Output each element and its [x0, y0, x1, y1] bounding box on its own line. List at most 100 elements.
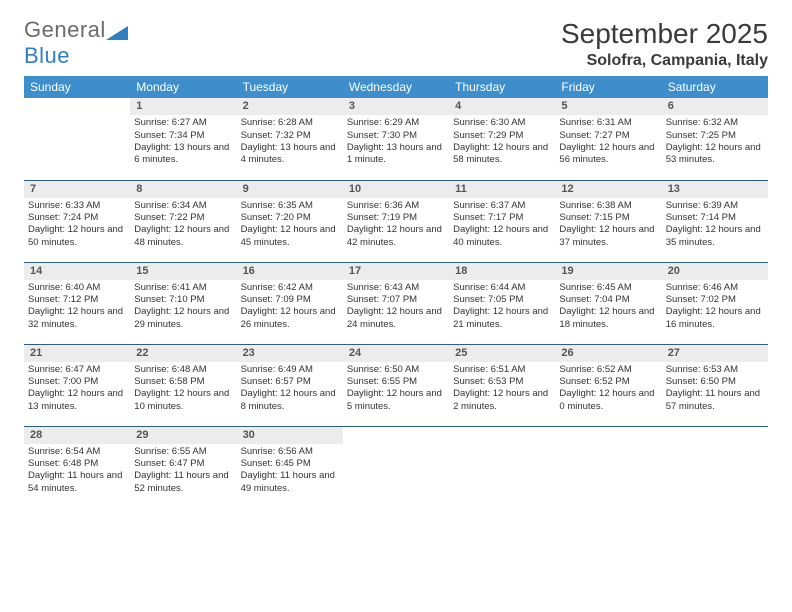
daylight-text: Daylight: 12 hours and 56 minutes.: [559, 142, 657, 167]
daylight-text: Daylight: 13 hours and 1 minute.: [347, 142, 445, 167]
sunrise-text: Sunrise: 6:33 AM: [28, 200, 126, 212]
daylight-text: Daylight: 12 hours and 35 minutes.: [666, 224, 764, 249]
sunrise-text: Sunrise: 6:49 AM: [241, 364, 339, 376]
day-body: Sunrise: 6:42 AMSunset: 7:09 PMDaylight:…: [237, 280, 343, 335]
sunrise-text: Sunrise: 6:47 AM: [28, 364, 126, 376]
day-body: Sunrise: 6:29 AMSunset: 7:30 PMDaylight:…: [343, 115, 449, 170]
day-number: 30: [237, 427, 343, 444]
sunset-text: Sunset: 7:32 PM: [241, 130, 339, 142]
day-number: 6: [662, 98, 768, 115]
sunset-text: Sunset: 7:02 PM: [666, 294, 764, 306]
day-body: Sunrise: 6:37 AMSunset: 7:17 PMDaylight:…: [449, 198, 555, 253]
sunrise-text: Sunrise: 6:36 AM: [347, 200, 445, 212]
sunrise-text: Sunrise: 6:45 AM: [559, 282, 657, 294]
sunset-text: Sunset: 7:10 PM: [134, 294, 232, 306]
day-number: [449, 427, 555, 442]
logo-word-2: Blue: [24, 43, 70, 68]
sunset-text: Sunset: 7:17 PM: [453, 212, 551, 224]
day-number: 26: [555, 345, 661, 362]
calendar-week-row: 28Sunrise: 6:54 AMSunset: 6:48 PMDayligh…: [24, 426, 768, 508]
calendar-week-row: 7Sunrise: 6:33 AMSunset: 7:24 PMDaylight…: [24, 180, 768, 262]
day-body: Sunrise: 6:38 AMSunset: 7:15 PMDaylight:…: [555, 198, 661, 253]
sunset-text: Sunset: 6:53 PM: [453, 376, 551, 388]
day-body: Sunrise: 6:51 AMSunset: 6:53 PMDaylight:…: [449, 362, 555, 417]
daylight-text: Daylight: 11 hours and 49 minutes.: [241, 470, 339, 495]
daylight-text: Daylight: 12 hours and 50 minutes.: [28, 224, 126, 249]
calendar-cell: 2Sunrise: 6:28 AMSunset: 7:32 PMDaylight…: [237, 98, 343, 180]
calendar-cell: 7Sunrise: 6:33 AMSunset: 7:24 PMDaylight…: [24, 180, 130, 262]
day-number: 21: [24, 345, 130, 362]
sunrise-text: Sunrise: 6:41 AM: [134, 282, 232, 294]
daylight-text: Daylight: 12 hours and 2 minutes.: [453, 388, 551, 413]
sunset-text: Sunset: 7:05 PM: [453, 294, 551, 306]
logo-text: General Blue: [24, 18, 128, 67]
day-body: Sunrise: 6:43 AMSunset: 7:07 PMDaylight:…: [343, 280, 449, 335]
day-number: 8: [130, 181, 236, 198]
sunset-text: Sunset: 7:00 PM: [28, 376, 126, 388]
calendar-body: 1Sunrise: 6:27 AMSunset: 7:34 PMDaylight…: [24, 98, 768, 508]
daylight-text: Daylight: 11 hours and 54 minutes.: [28, 470, 126, 495]
sunset-text: Sunset: 7:29 PM: [453, 130, 551, 142]
day-body: Sunrise: 6:34 AMSunset: 7:22 PMDaylight:…: [130, 198, 236, 253]
sunset-text: Sunset: 7:07 PM: [347, 294, 445, 306]
calendar-cell: 26Sunrise: 6:52 AMSunset: 6:52 PMDayligh…: [555, 344, 661, 426]
day-number: 13: [662, 181, 768, 198]
day-number: 10: [343, 181, 449, 198]
day-body: Sunrise: 6:48 AMSunset: 6:58 PMDaylight:…: [130, 362, 236, 417]
day-header: Monday: [130, 76, 236, 98]
sunrise-text: Sunrise: 6:51 AM: [453, 364, 551, 376]
day-number: 17: [343, 263, 449, 280]
day-number: 29: [130, 427, 236, 444]
daylight-text: Daylight: 12 hours and 58 minutes.: [453, 142, 551, 167]
day-number: 14: [24, 263, 130, 280]
calendar-table: Sunday Monday Tuesday Wednesday Thursday…: [24, 76, 768, 508]
daylight-text: Daylight: 12 hours and 42 minutes.: [347, 224, 445, 249]
sunrise-text: Sunrise: 6:32 AM: [666, 117, 764, 129]
title-block: September 2025 Solofra, Campania, Italy: [561, 18, 768, 70]
calendar-cell: 18Sunrise: 6:44 AMSunset: 7:05 PMDayligh…: [449, 262, 555, 344]
daylight-text: Daylight: 12 hours and 10 minutes.: [134, 388, 232, 413]
sunrise-text: Sunrise: 6:39 AM: [666, 200, 764, 212]
daylight-text: Daylight: 12 hours and 0 minutes.: [559, 388, 657, 413]
daylight-text: Daylight: 12 hours and 48 minutes.: [134, 224, 232, 249]
day-number: [343, 427, 449, 442]
calendar-cell: 6Sunrise: 6:32 AMSunset: 7:25 PMDaylight…: [662, 98, 768, 180]
sunrise-text: Sunrise: 6:48 AM: [134, 364, 232, 376]
calendar-cell: 5Sunrise: 6:31 AMSunset: 7:27 PMDaylight…: [555, 98, 661, 180]
header: General Blue September 2025 Solofra, Cam…: [24, 18, 768, 70]
sunset-text: Sunset: 6:55 PM: [347, 376, 445, 388]
calendar-cell: 23Sunrise: 6:49 AMSunset: 6:57 PMDayligh…: [237, 344, 343, 426]
day-body: Sunrise: 6:33 AMSunset: 7:24 PMDaylight:…: [24, 198, 130, 253]
sunrise-text: Sunrise: 6:40 AM: [28, 282, 126, 294]
day-header: Thursday: [449, 76, 555, 98]
daylight-text: Daylight: 12 hours and 26 minutes.: [241, 306, 339, 331]
day-number: 19: [555, 263, 661, 280]
location: Solofra, Campania, Italy: [561, 52, 768, 70]
day-header: Friday: [555, 76, 661, 98]
calendar-week-row: 14Sunrise: 6:40 AMSunset: 7:12 PMDayligh…: [24, 262, 768, 344]
sunrise-text: Sunrise: 6:50 AM: [347, 364, 445, 376]
calendar-cell: 30Sunrise: 6:56 AMSunset: 6:45 PMDayligh…: [237, 426, 343, 508]
day-number: 18: [449, 263, 555, 280]
day-body: Sunrise: 6:40 AMSunset: 7:12 PMDaylight:…: [24, 280, 130, 335]
day-body: Sunrise: 6:53 AMSunset: 6:50 PMDaylight:…: [662, 362, 768, 417]
day-body: Sunrise: 6:49 AMSunset: 6:57 PMDaylight:…: [237, 362, 343, 417]
calendar-cell: [449, 426, 555, 508]
day-body: Sunrise: 6:36 AMSunset: 7:19 PMDaylight:…: [343, 198, 449, 253]
daylight-text: Daylight: 11 hours and 57 minutes.: [666, 388, 764, 413]
calendar-cell: 11Sunrise: 6:37 AMSunset: 7:17 PMDayligh…: [449, 180, 555, 262]
day-header: Sunday: [24, 76, 130, 98]
sunrise-text: Sunrise: 6:46 AM: [666, 282, 764, 294]
sunset-text: Sunset: 7:20 PM: [241, 212, 339, 224]
sunset-text: Sunset: 7:25 PM: [666, 130, 764, 142]
calendar-cell: 16Sunrise: 6:42 AMSunset: 7:09 PMDayligh…: [237, 262, 343, 344]
day-body: Sunrise: 6:55 AMSunset: 6:47 PMDaylight:…: [130, 444, 236, 499]
sunrise-text: Sunrise: 6:37 AM: [453, 200, 551, 212]
day-body: Sunrise: 6:50 AMSunset: 6:55 PMDaylight:…: [343, 362, 449, 417]
sunrise-text: Sunrise: 6:35 AM: [241, 200, 339, 212]
logo-word-1: General: [24, 17, 106, 42]
calendar-cell: 19Sunrise: 6:45 AMSunset: 7:04 PMDayligh…: [555, 262, 661, 344]
calendar-cell: 12Sunrise: 6:38 AMSunset: 7:15 PMDayligh…: [555, 180, 661, 262]
sunset-text: Sunset: 7:04 PM: [559, 294, 657, 306]
day-number: 12: [555, 181, 661, 198]
